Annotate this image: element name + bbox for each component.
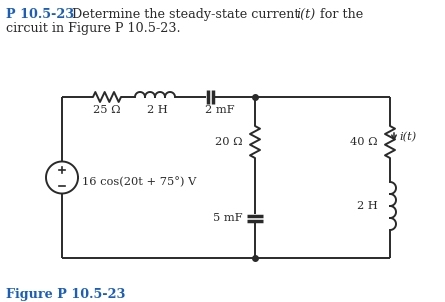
Text: 16 cos(20t + 75°) V: 16 cos(20t + 75°) V <box>82 176 196 187</box>
Text: i(t): i(t) <box>296 8 315 21</box>
Text: P 10.5-23: P 10.5-23 <box>6 8 74 21</box>
Text: for the: for the <box>316 8 363 21</box>
Text: 25 Ω: 25 Ω <box>93 105 121 115</box>
Text: Determine the steady-state current: Determine the steady-state current <box>68 8 303 21</box>
Text: circuit in Figure P 10.5-23.: circuit in Figure P 10.5-23. <box>6 22 181 35</box>
Text: 2 H: 2 H <box>357 201 378 211</box>
Text: 5 mF: 5 mF <box>213 213 243 223</box>
Text: 40 Ω: 40 Ω <box>350 137 378 147</box>
Text: i(t): i(t) <box>399 132 416 142</box>
Text: 2 H: 2 H <box>146 105 167 115</box>
Text: Figure P 10.5-23: Figure P 10.5-23 <box>6 288 125 301</box>
Text: 2 mF: 2 mF <box>205 105 235 115</box>
Text: 20 Ω: 20 Ω <box>215 137 243 147</box>
